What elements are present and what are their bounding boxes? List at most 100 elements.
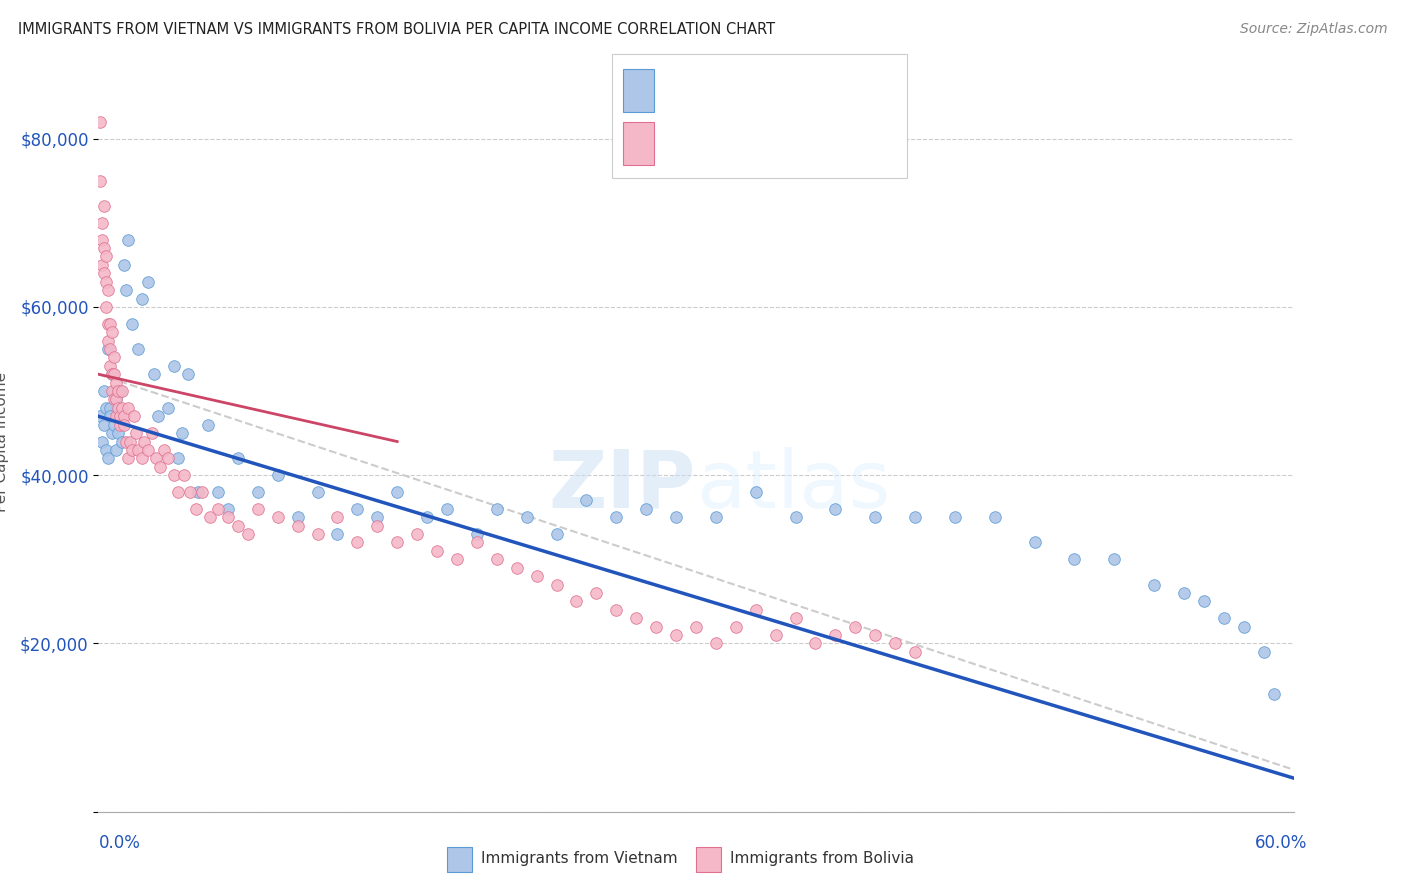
Point <box>97 451 120 466</box>
Point <box>96 275 118 289</box>
Point <box>246 501 269 516</box>
Point <box>105 376 128 390</box>
Point <box>267 510 290 524</box>
Point <box>103 392 125 407</box>
Text: Immigrants from Bolivia: Immigrants from Bolivia <box>730 851 914 865</box>
Point <box>91 233 114 247</box>
Point <box>103 417 125 432</box>
Point <box>112 258 135 272</box>
Point <box>115 434 138 449</box>
Point <box>107 409 129 424</box>
Text: -0.164: -0.164 <box>692 135 751 153</box>
Point <box>865 510 887 524</box>
Point <box>101 384 124 398</box>
Point <box>105 442 128 457</box>
Point <box>141 426 163 441</box>
Point <box>416 510 439 524</box>
Point <box>91 434 114 449</box>
Point <box>136 275 159 289</box>
Point <box>446 552 468 566</box>
Point <box>724 619 747 633</box>
Point <box>121 442 143 457</box>
Point <box>226 518 249 533</box>
Point <box>1143 577 1166 591</box>
Point <box>1253 645 1275 659</box>
Point <box>465 535 488 549</box>
Point <box>96 250 118 264</box>
Point <box>103 368 125 382</box>
Text: ZIP: ZIP <box>548 447 696 525</box>
Point <box>98 409 122 424</box>
Point <box>105 392 128 407</box>
Point <box>904 510 927 524</box>
Point <box>97 334 120 348</box>
Point <box>98 359 122 373</box>
Point <box>326 510 349 524</box>
Point <box>153 442 176 457</box>
Point <box>179 485 201 500</box>
Point <box>824 501 846 516</box>
Point <box>177 368 200 382</box>
Point <box>163 359 186 373</box>
Point <box>157 451 180 466</box>
Point <box>97 342 120 356</box>
Point <box>246 485 269 500</box>
Point <box>93 241 115 255</box>
Point <box>207 485 229 500</box>
Point <box>436 501 458 516</box>
Point <box>163 468 186 483</box>
Point <box>685 619 707 633</box>
Point <box>191 485 214 500</box>
Point <box>385 485 409 500</box>
Point <box>1173 586 1195 600</box>
Text: 60.0%: 60.0% <box>1256 834 1308 852</box>
Point <box>1233 619 1256 633</box>
Point <box>117 401 139 415</box>
Point <box>103 351 125 365</box>
Point <box>115 283 138 297</box>
Point <box>236 527 259 541</box>
Point <box>101 368 124 382</box>
Point <box>89 409 111 424</box>
Point <box>645 619 668 633</box>
Point <box>704 510 727 524</box>
Point <box>844 619 866 633</box>
Point <box>98 317 122 331</box>
Point <box>89 115 111 129</box>
Point <box>127 442 149 457</box>
Point <box>287 510 309 524</box>
Point <box>198 510 221 524</box>
Point <box>585 586 607 600</box>
Point <box>96 300 118 314</box>
Point <box>112 417 135 432</box>
Text: Immigrants from Vietnam: Immigrants from Vietnam <box>481 851 678 865</box>
Point <box>287 518 309 533</box>
Point <box>267 468 290 483</box>
Point <box>167 451 190 466</box>
Point <box>98 401 122 415</box>
Point <box>984 510 1007 524</box>
Text: N =: N = <box>769 135 806 153</box>
Point <box>97 317 120 331</box>
Point <box>485 501 508 516</box>
Point <box>105 409 128 424</box>
Point <box>91 216 114 230</box>
Point <box>107 401 129 415</box>
Text: N =: N = <box>769 81 806 99</box>
Text: 0.0%: 0.0% <box>98 834 141 852</box>
Point <box>526 569 548 583</box>
Point <box>575 493 598 508</box>
Text: 95: 95 <box>799 135 821 153</box>
Point <box>107 426 129 441</box>
Point <box>111 384 134 398</box>
Point <box>117 233 139 247</box>
Point <box>143 368 166 382</box>
Point <box>366 518 388 533</box>
Point <box>326 527 349 541</box>
Point <box>121 317 143 331</box>
Point <box>197 417 219 432</box>
Point <box>184 501 207 516</box>
Point <box>101 426 124 441</box>
Point <box>366 510 388 524</box>
Point <box>93 199 115 213</box>
